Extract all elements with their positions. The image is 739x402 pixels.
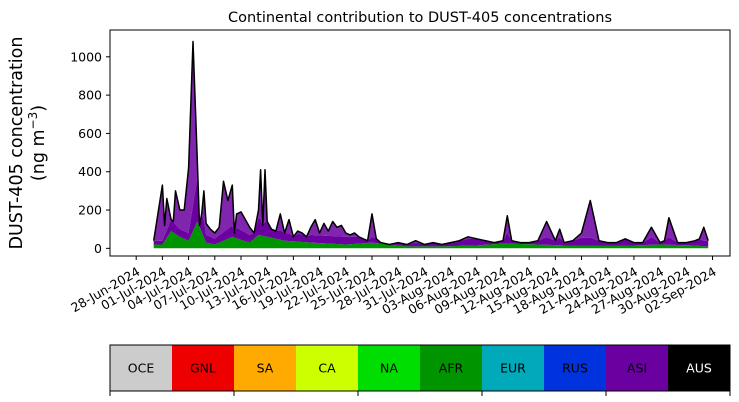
legend-swatch-afr — [420, 345, 482, 391]
legend-label-rus: RUS — [562, 361, 588, 376]
series-line-total — [152, 40, 709, 246]
legend-swatch-ca — [296, 345, 358, 391]
legend-swatch-aus — [668, 345, 730, 391]
y-tick-label-600: 600 — [78, 126, 102, 141]
legend-swatch-sa — [234, 345, 296, 391]
y-tick-label-1000: 1000 — [70, 49, 102, 64]
legend-label-afr: AFR — [439, 361, 464, 376]
chart-title: Continental contribution to DUST-405 con… — [228, 10, 612, 26]
y-tick-label-200: 200 — [78, 203, 102, 218]
legend-label-aus: AUS — [686, 361, 712, 376]
y-tick-label-400: 400 — [78, 164, 102, 179]
legend-label-asi: ASI — [627, 361, 647, 376]
plot-area — [152, 40, 709, 249]
y-axis-label-line2: (ng m−3) — [26, 105, 49, 181]
y-axis-label: DUST-405 concentration (ng m−3) — [7, 37, 49, 250]
y-axis-label-line1: DUST-405 concentration — [7, 37, 27, 250]
plot-frame — [109, 29, 731, 257]
legend: OCE GNL SA CA NA AFR EUR RUS ASI AUS — [109, 344, 731, 396]
legend-frame — [109, 344, 731, 392]
legend-swatch-asi — [606, 345, 668, 391]
legend-label-ca: CA — [318, 361, 336, 376]
legend-swatch-oce — [110, 345, 172, 391]
legend-swatch-rus — [544, 345, 606, 391]
series-area-asi — [153, 177, 709, 247]
legend-swatch-gnl — [172, 345, 234, 391]
y-tick-label-800: 800 — [78, 88, 102, 103]
legend-label-na: NA — [380, 361, 398, 376]
legend-label-sa: SA — [257, 361, 274, 376]
axes: 0200400600800100028-Jun-202401-Jul-20240… — [68, 29, 731, 317]
legend-swatch-na — [358, 345, 420, 391]
legend-label-oce: OCE — [128, 361, 155, 376]
series-area-afr — [153, 221, 709, 249]
legend-label-eur: EUR — [500, 361, 526, 376]
y-tick-label-0: 0 — [94, 241, 102, 256]
legend-swatch-eur — [482, 345, 544, 391]
legend-label-gnl: GNL — [190, 361, 216, 376]
